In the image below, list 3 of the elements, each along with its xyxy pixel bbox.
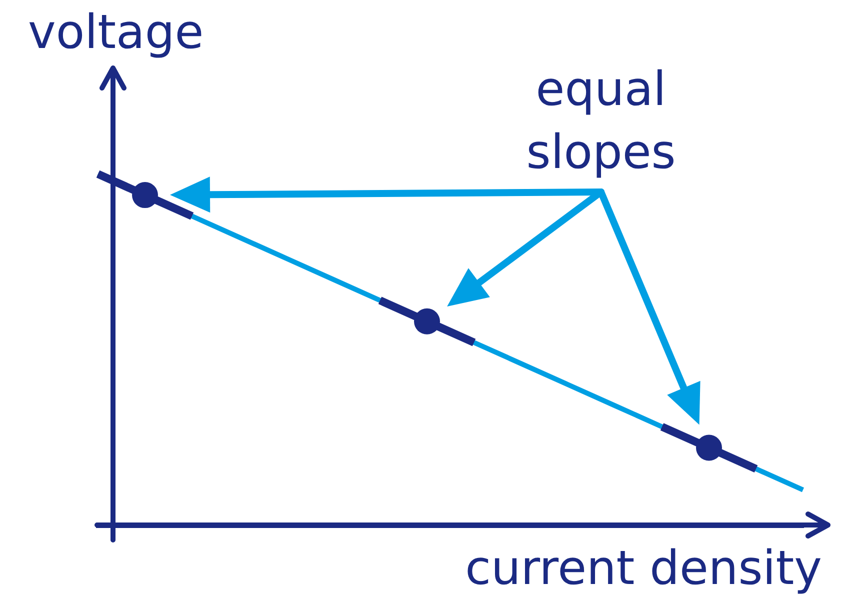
x-axis-title: current density: [465, 541, 822, 596]
annotation: equal slopes: [526, 62, 676, 180]
y-axis-title: voltage: [28, 5, 204, 60]
